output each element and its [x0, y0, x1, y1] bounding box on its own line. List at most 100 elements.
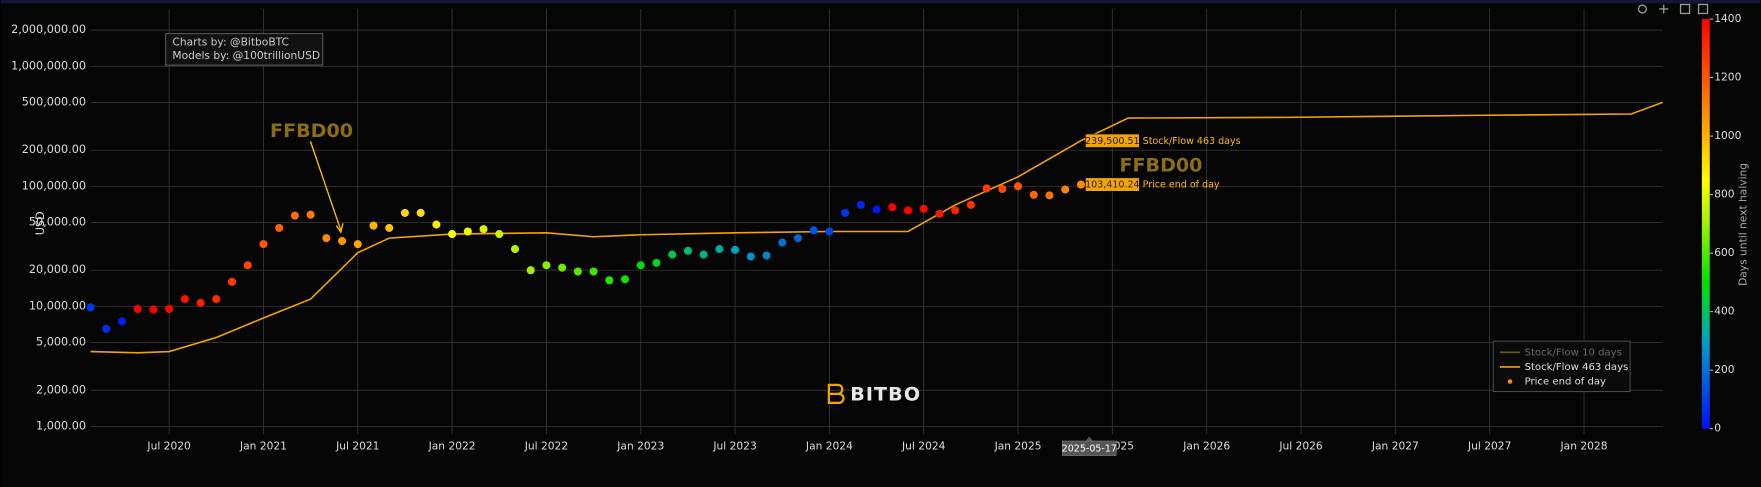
price-dot [165, 304, 174, 314]
colorbar-tick-label: 1000 [1714, 129, 1741, 142]
watermark: BITBO [827, 383, 921, 405]
x-tick-label: Jul 2024 [901, 440, 946, 453]
price-dot [243, 261, 252, 270]
price-dot [542, 261, 551, 270]
price-dot [809, 226, 818, 235]
y-tick-label: 5,000.00 [36, 335, 86, 348]
value-label-box [1085, 133, 1140, 148]
price-dot [369, 221, 378, 230]
x-tick-label: Jul 2020 [146, 440, 191, 453]
value-label: 103,410.24 [1085, 180, 1139, 191]
price-dot [353, 240, 362, 249]
colorbar-tick-label: 400 [1714, 305, 1735, 318]
x-tick-label: Jan 2022 [428, 440, 476, 453]
price-dot [479, 225, 488, 234]
price-dot [762, 251, 771, 260]
price-dot [605, 276, 614, 285]
y-tick-label: 2,000.00 [36, 383, 86, 396]
price-dot [903, 206, 913, 215]
price-dot [998, 184, 1007, 194]
x-tick-label: Jan 2028 [1560, 440, 1608, 453]
price-dot [872, 205, 881, 214]
price-dot [102, 324, 111, 333]
price-dot [495, 230, 504, 239]
overlay: 239,500.51 Stock/Flow 463 days 103,410.24 P… [1062, 12, 1742, 456]
legend-label: Stock/Flow 10 days [1525, 347, 1622, 358]
price-dot [982, 184, 991, 193]
y-axis-title: USD [34, 211, 47, 235]
x-tick-label: Jul 2022 [524, 440, 568, 453]
price-dot [935, 209, 944, 218]
price-dot [715, 245, 724, 254]
price-dot [385, 223, 394, 232]
price-dot [212, 295, 221, 304]
legend-swatch [1507, 379, 1513, 384]
y-tick-label: 2,000,000.00 [11, 23, 86, 36]
price-dot [620, 275, 630, 284]
x-tick-label: Jul 2026 [1278, 440, 1323, 453]
price-dot [746, 252, 755, 261]
price-dot [856, 200, 865, 209]
x-tick-label: Jul 2027 [1467, 440, 1511, 453]
price-dot [699, 250, 708, 259]
price-dot [448, 230, 457, 239]
watermark-text: BITBO [850, 383, 921, 405]
price-dot [683, 246, 692, 255]
price-dot [888, 203, 897, 212]
price-dot [196, 298, 205, 307]
toolbar[interactable] [1637, 3, 1709, 15]
y-tick-label: 100,000.00 [22, 179, 86, 192]
price-dot [636, 261, 645, 270]
price-dot [1076, 180, 1085, 189]
x-tick-label: Jan 2027 [1371, 440, 1419, 453]
pan-icon[interactable] [1659, 4, 1669, 14]
price-dot [558, 263, 567, 272]
price-dot [919, 204, 928, 213]
credits: Charts by: @BitboBTC Models by: @100tril… [165, 33, 324, 66]
value-label-series: Price end of day [1143, 180, 1220, 191]
price-dot [86, 303, 95, 312]
zoom-out-icon[interactable] [1697, 3, 1709, 15]
credits-line: Models by: @100trillionUSD [172, 49, 320, 62]
price-dot [825, 227, 834, 236]
legend-label: Price end of day [1525, 377, 1606, 388]
tooltip-date: 2025-05-17 [1062, 443, 1117, 454]
x-tick-label: Jan 2026 [1182, 440, 1230, 453]
price-dot [463, 227, 472, 236]
price-dot [966, 200, 975, 209]
value-label-box [1085, 177, 1140, 192]
y-tick-label: 1,000,000.00 [11, 59, 86, 72]
colorbar-tick-label: 800 [1714, 188, 1735, 201]
watermark-logo [827, 383, 845, 404]
tooltip-box [1062, 440, 1117, 456]
colorbar-tick-label: 1400 [1714, 12, 1741, 25]
y-tick-label: 10,000.00 [29, 299, 86, 312]
price-dot [117, 317, 127, 326]
y-tick-label: 500,000.00 [22, 95, 86, 108]
stock-flow-line [90, 101, 1663, 354]
colorbar-title: Days until next halving [1736, 163, 1749, 286]
price-dot [1014, 182, 1023, 191]
price-dot [652, 258, 661, 267]
legend-label: Stock/Flow 463 days [1525, 362, 1629, 373]
value-label-series: Stock/Flow 463 days [1143, 136, 1241, 147]
price-dot [573, 267, 582, 276]
price-dot [510, 245, 520, 254]
price-dot [432, 220, 441, 229]
annotation-arrow [309, 141, 342, 231]
credits-box [165, 33, 324, 66]
x-tick-label: Jan 2021 [239, 440, 287, 453]
price-dot [290, 211, 299, 220]
price-dot [338, 236, 347, 246]
price-dot [778, 238, 787, 247]
x-tick-label: Jul 2021 [335, 440, 379, 453]
y-tick-label: 200,000.00 [22, 143, 86, 156]
colorbar-tick-label: 600 [1714, 246, 1735, 259]
zoom-icon[interactable] [1637, 4, 1648, 14]
price-dot [275, 223, 284, 232]
price-dot [589, 267, 598, 276]
price-dot [1061, 185, 1070, 194]
price-dot [306, 210, 315, 219]
zoom-in-icon[interactable] [1679, 3, 1691, 15]
x-tick-label: Jan 2023 [616, 440, 664, 453]
